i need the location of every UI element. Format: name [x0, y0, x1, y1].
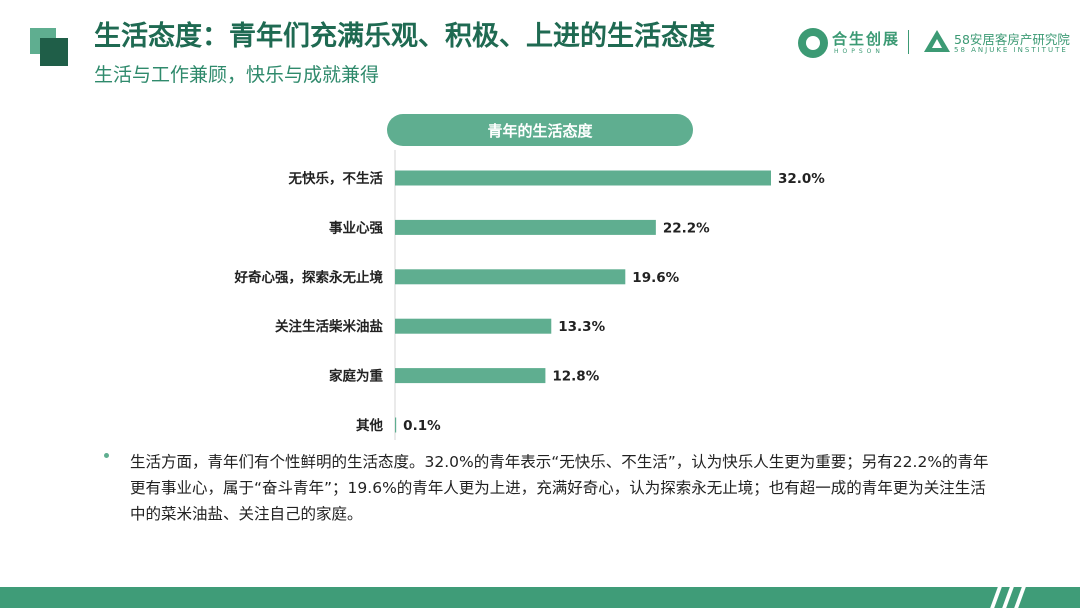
- page-title: 生活态度：青年们充满乐观、积极、上进的生活态度: [94, 21, 715, 52]
- value-label: 0.1%: [403, 418, 441, 434]
- brand-divider: [908, 30, 909, 54]
- value-label: 13.3%: [558, 319, 605, 335]
- title-logo-mark: [30, 28, 70, 68]
- chart-title: 青年的生活态度: [387, 114, 693, 146]
- hopson-name: 合生创展: [832, 30, 901, 48]
- bar-chart: 无快乐，不生活 32.0% 事业心强 22.2% 好奇心强，探索永无止境 19.6% 关注生…: [234, 150, 825, 440]
- bar: [395, 269, 626, 285]
- category-label: 事业心强: [329, 219, 383, 236]
- hopson-icon: [798, 28, 828, 58]
- bar: [395, 318, 552, 334]
- value-label: 32.0%: [778, 171, 825, 187]
- brand-anjuke-logo: 58安居客房产研究院 58 ANJUKE INSTITUTE: [922, 26, 1077, 60]
- bar: [395, 170, 771, 186]
- anjuke-en: 58 ANJUKE INSTITUTE: [954, 46, 1068, 54]
- value-label: 12.8%: [552, 369, 599, 385]
- bar: [395, 219, 656, 235]
- anjuke-icon: [924, 30, 950, 52]
- bar: [395, 368, 546, 384]
- category-label: 家庭为重: [329, 368, 383, 385]
- value-label: 19.6%: [632, 270, 679, 286]
- page-subtitle: 生活与工作兼顾，快乐与成就兼得: [94, 64, 380, 86]
- category-label: 关注生活柴米油盐: [275, 318, 383, 335]
- value-label: 22.2%: [663, 220, 710, 236]
- anjuke-name: 58安居客房产研究院: [954, 32, 1070, 47]
- footer-bar: [0, 587, 1080, 608]
- bullet-icon: [104, 453, 109, 458]
- brand-hopson-logo: 合生创展 HOPSON: [798, 26, 900, 60]
- hopson-en: HOPSON: [834, 48, 884, 55]
- logo-square-dark: [40, 38, 68, 66]
- bar: [395, 417, 397, 433]
- category-label: 其他: [356, 417, 383, 434]
- footer-stripes: [990, 587, 1030, 608]
- category-label: 好奇心强，探索永无止境: [234, 269, 384, 286]
- category-label: 无快乐，不生活: [288, 170, 384, 187]
- summary-text: 生活方面，青年们有个性鲜明的生活态度。32.0%的青年表示“无快乐、不生活”，认…: [130, 453, 989, 523]
